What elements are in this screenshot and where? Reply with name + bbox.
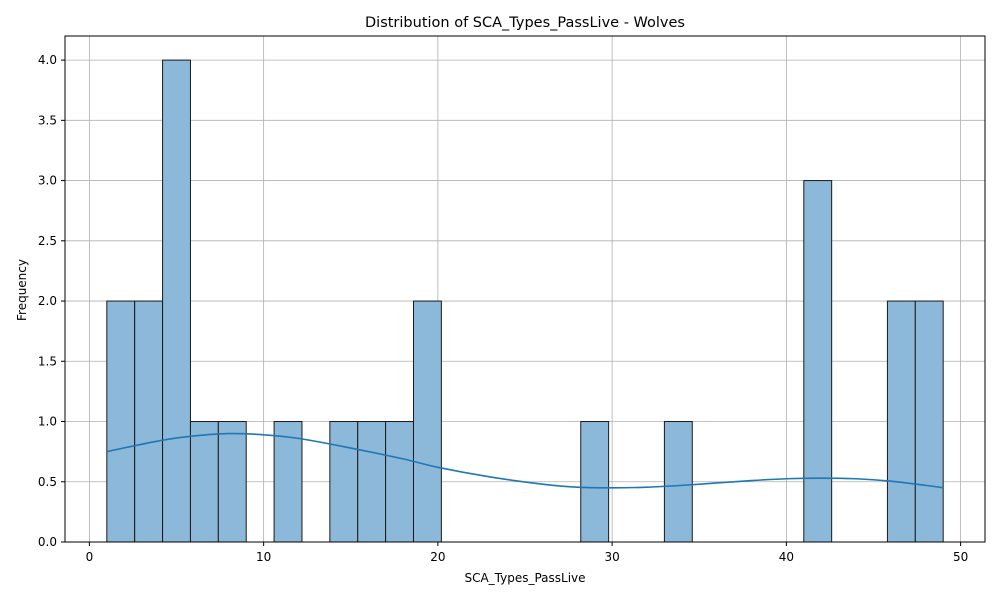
kde-curve bbox=[106, 432, 944, 489]
y-tick-label: 3.0 bbox=[38, 174, 57, 188]
y-tick-label: 4.0 bbox=[38, 53, 57, 67]
plot-frame bbox=[64, 35, 986, 543]
x-tick-label: 0 bbox=[86, 550, 94, 564]
histogram-bar bbox=[357, 421, 387, 543]
y-tick-label: 1.5 bbox=[38, 354, 57, 368]
bars-layer bbox=[106, 59, 944, 543]
histogram-bar bbox=[803, 180, 833, 543]
histogram-bar bbox=[914, 300, 944, 543]
histogram-bar bbox=[663, 421, 693, 543]
x-tick-label: 30 bbox=[604, 550, 619, 564]
histogram-bar bbox=[385, 421, 414, 543]
x-axis-label: SCA_Types_PassLive bbox=[464, 571, 585, 585]
histogram-bar bbox=[162, 59, 191, 543]
histogram-bar bbox=[886, 300, 916, 543]
y-tick-label: 0.5 bbox=[38, 475, 57, 489]
histogram-bar bbox=[412, 300, 442, 543]
y-tick-label: 2.0 bbox=[38, 294, 57, 308]
histogram-bar bbox=[106, 300, 136, 543]
y-axis-label: Frequency bbox=[15, 259, 29, 321]
x-tick-label: 40 bbox=[779, 550, 794, 564]
y-tick-label: 1.0 bbox=[38, 415, 57, 429]
histogram-bar bbox=[189, 421, 219, 543]
y-tick-label: 2.5 bbox=[38, 234, 57, 248]
y-tick-label: 0.0 bbox=[38, 535, 57, 549]
x-tick-label: 50 bbox=[953, 550, 968, 564]
axes-layer bbox=[64, 35, 986, 543]
x-tick-label: 10 bbox=[256, 550, 271, 564]
y-tick-label: 3.5 bbox=[38, 113, 57, 127]
ticks-layer: 0 10 20 30 40 50 0.0 0.5 1.0 1.5 2.0 2.5 3.0 3.5 4.0 bbox=[38, 53, 968, 564]
histogram-bar bbox=[273, 421, 303, 543]
histogram-bar bbox=[217, 421, 247, 543]
kde-layer bbox=[106, 432, 944, 489]
chart-title: Distribution of SCA_Types_PassLive - Wol… bbox=[365, 15, 685, 31]
x-tick-label: 20 bbox=[430, 550, 445, 564]
histogram-bar bbox=[134, 300, 164, 543]
histogram-bar bbox=[580, 421, 610, 543]
histogram-bar bbox=[329, 421, 359, 543]
